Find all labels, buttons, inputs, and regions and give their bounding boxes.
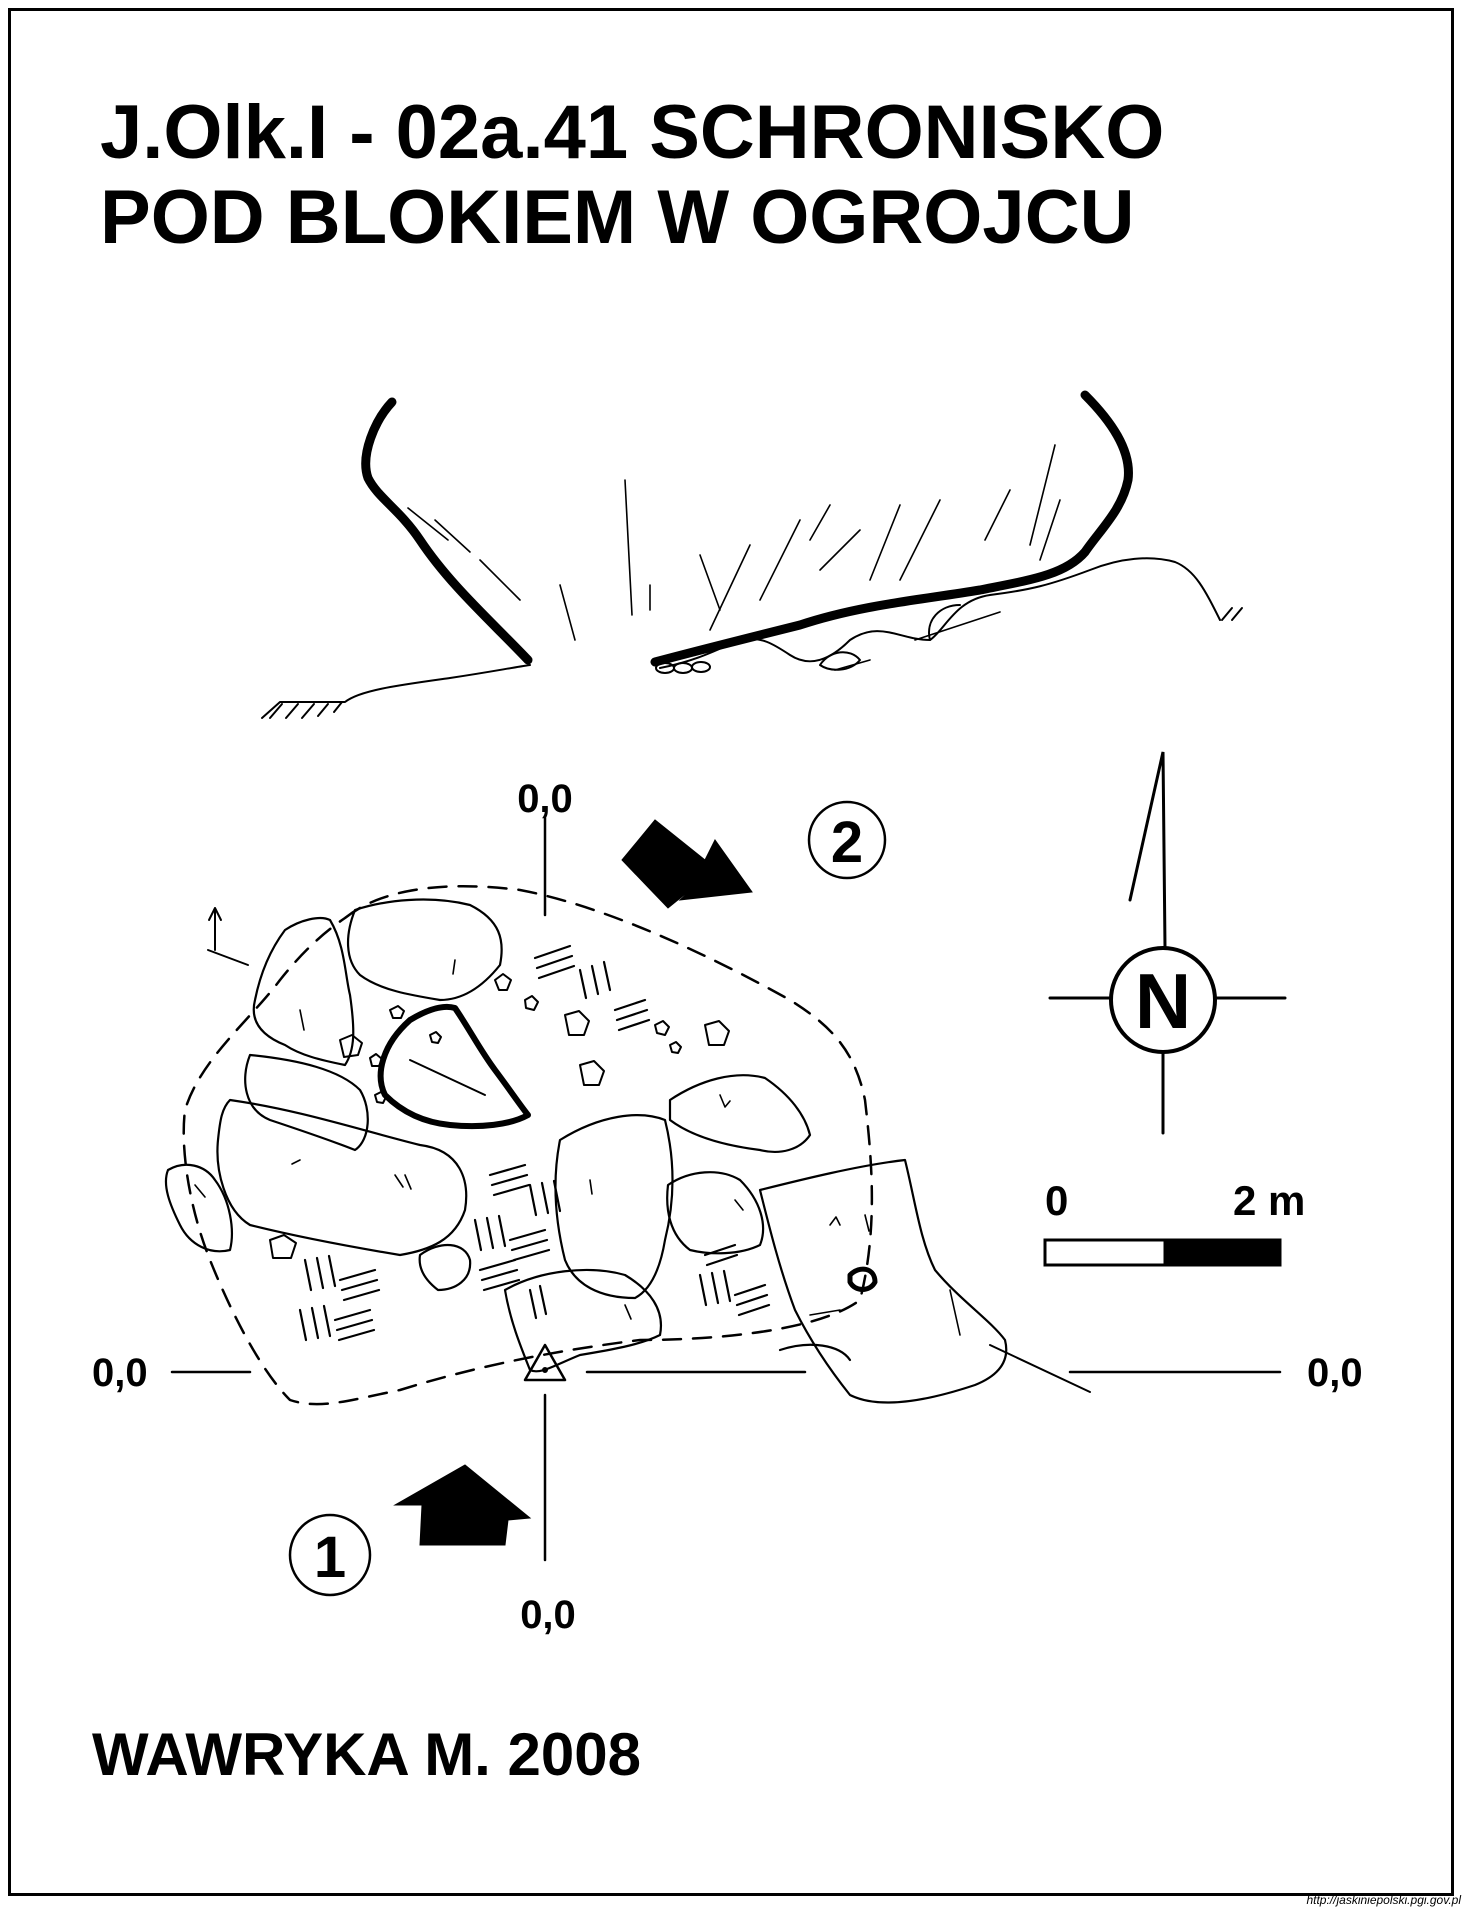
datum-label-top: 0,0 xyxy=(517,777,573,821)
entrance-arrows: 2 1 xyxy=(288,800,887,1597)
section-marker-2-label: 2 xyxy=(831,810,863,875)
section-right-wall xyxy=(650,390,1133,667)
section-rubble-3 xyxy=(691,661,711,673)
small-stones xyxy=(269,973,730,1259)
section-marker-1-label: 1 xyxy=(314,1525,346,1590)
section-right-hatch xyxy=(1221,607,1243,621)
author-credit: WAWRYKA M. 2008 xyxy=(92,1721,641,1788)
datum-line-diagonal xyxy=(989,1344,1091,1393)
datum-label-bottom: 0,0 xyxy=(520,1593,576,1637)
entrance-arrow-2 xyxy=(621,819,753,909)
section-right-ground xyxy=(659,557,1221,669)
section-rubble-2 xyxy=(673,662,693,674)
section-boulder-1 xyxy=(819,651,861,671)
section-marker-2-circle xyxy=(807,800,887,880)
datum-label-left: 0,0 xyxy=(92,1351,148,1395)
scale-bar: 0 2 m xyxy=(1043,1177,1305,1267)
cross-section xyxy=(261,390,1243,719)
entrance-arrow-1 xyxy=(393,1464,532,1546)
section-rubble-1 xyxy=(655,662,675,674)
central-block xyxy=(377,1003,531,1130)
plan-view xyxy=(164,816,1282,1562)
plan-dashed-outline xyxy=(182,885,874,1406)
datum-label-right: 0,0 xyxy=(1307,1351,1363,1395)
section-left-wall xyxy=(361,397,533,665)
plan-corner-arrow xyxy=(207,907,249,966)
section-shading xyxy=(407,444,1061,671)
north-compass: N xyxy=(1048,751,1287,1135)
scale-bar-black xyxy=(1163,1238,1282,1267)
section-left-ground xyxy=(261,664,531,719)
source-url: http://jaskiniepolski.pgi.gov.pl xyxy=(1306,1893,1461,1907)
map-title-line-2: POD BLOKIEM W OGROJCU xyxy=(100,175,1135,260)
compass-needle xyxy=(1128,751,1167,950)
dark-pebble xyxy=(847,1266,878,1292)
section-boulder-2 xyxy=(928,604,961,641)
scale-label-end: 2 m xyxy=(1233,1177,1305,1224)
boulders xyxy=(164,898,1008,1404)
map-title-line-1: J.Olk.I - 02a.41 SCHRONISKO xyxy=(100,90,1165,175)
section-left-hatch xyxy=(269,701,343,719)
scale-bar-white xyxy=(1043,1238,1167,1267)
rock-texture xyxy=(194,959,961,1336)
survey-point-triangle xyxy=(523,1343,567,1382)
section-marker-1-circle xyxy=(288,1513,372,1597)
map-frame xyxy=(8,8,1454,1896)
compass-letter: N xyxy=(1135,957,1191,1045)
rubble-hatching xyxy=(298,944,771,1342)
central-block-crack xyxy=(409,1059,486,1096)
scale-label-start: 0 xyxy=(1045,1177,1068,1224)
